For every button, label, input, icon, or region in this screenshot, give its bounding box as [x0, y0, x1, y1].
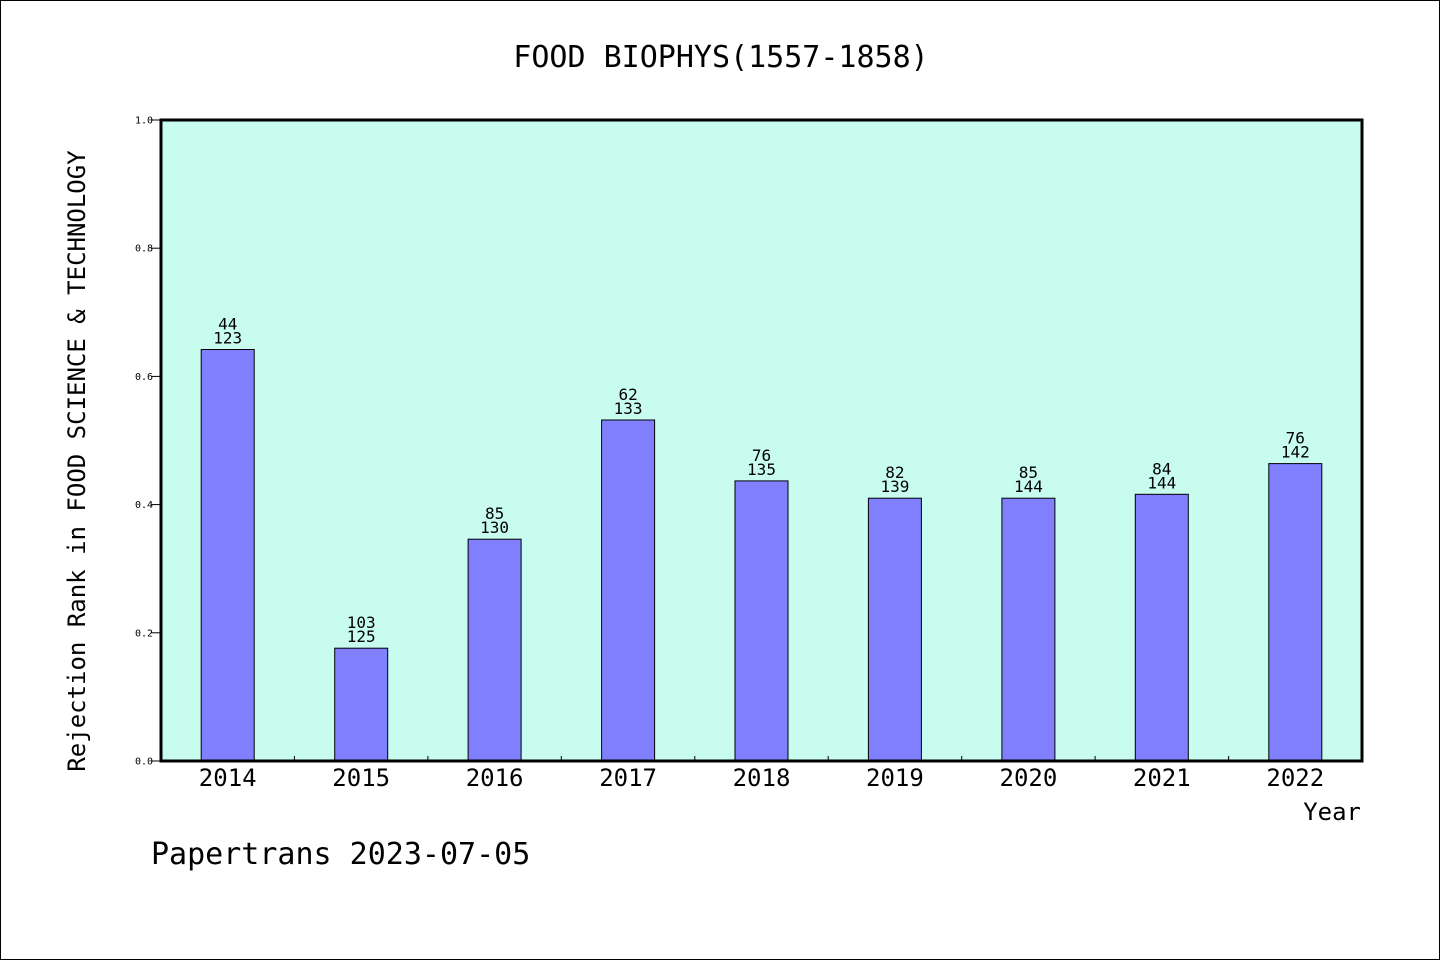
- bar-label-bottom: 133: [614, 399, 643, 418]
- bar-2021: [1134, 493, 1189, 762]
- y-tick-label: 0.8: [135, 244, 153, 255]
- bar-label-bottom: 142: [1281, 443, 1310, 462]
- bar-label-top: 76: [1286, 429, 1305, 448]
- bar-label-top: 76: [752, 446, 771, 465]
- bar-label-top: 82: [885, 463, 904, 482]
- x-tick-label: 2021: [1133, 764, 1191, 792]
- bar-2016: [467, 538, 522, 762]
- chart-title: FOOD BIOPHYS(1557-1858): [513, 40, 928, 75]
- y-tick-label: 0.0: [135, 757, 153, 768]
- x-tick-label: 2018: [733, 764, 791, 792]
- y-tick-label: 0.4: [135, 500, 153, 511]
- bar-label-bottom: 139: [880, 477, 909, 496]
- y-tick-label: 0.6: [135, 372, 153, 383]
- x-tick-label: 2022: [1266, 764, 1324, 792]
- bar-label-bottom: 144: [1147, 473, 1176, 492]
- bar-label-top: 62: [618, 385, 637, 404]
- bar-label-top: 85: [1019, 463, 1038, 482]
- bar-label-top: 103: [347, 613, 376, 632]
- x-axis-ticks: 2014 2015 2016 2017 2018 2019 2020 2021 2022: [199, 756, 1324, 792]
- x-tick-label: 2016: [466, 764, 524, 792]
- y-axis-ticks: 0.0 0.2 0.4 0.6 0.8 1.0: [135, 116, 161, 768]
- bar-label-top: 44: [218, 315, 237, 334]
- footer-credit: Papertrans 2023-07-05: [151, 837, 530, 872]
- x-tick-label: 2014: [199, 764, 257, 792]
- bar-2022: [1268, 463, 1323, 762]
- x-tick-label: 2017: [599, 764, 657, 792]
- x-tick-label: 2019: [866, 764, 924, 792]
- y-tick-label: 1.0: [135, 116, 153, 127]
- bar-label-bottom: 123: [213, 329, 242, 348]
- bar-2019: [867, 497, 922, 762]
- bar-2017: [601, 419, 656, 762]
- y-axis-label: Rejection Rank in FOOD SCIENCE & TECHNOL…: [63, 150, 91, 772]
- bar-label-bottom: 130: [480, 518, 509, 537]
- bar-2015: [334, 647, 389, 762]
- bar-2014: [200, 349, 255, 762]
- bar-series: [200, 349, 1323, 762]
- bar-label-bottom: 135: [747, 460, 776, 479]
- plot-border: [159, 118, 1364, 763]
- bar-label-bottom: 125: [347, 627, 376, 646]
- x-tick-label: 2015: [332, 764, 390, 792]
- x-axis-label: Year: [1303, 798, 1361, 826]
- bar-label-top: 85: [485, 504, 504, 523]
- bar-label-top: 84: [1152, 459, 1171, 478]
- bar-label-bottom: 144: [1014, 477, 1043, 496]
- x-tick-label: 2020: [1000, 764, 1058, 792]
- y-tick-label: 0.2: [135, 628, 153, 639]
- bar-2020: [1001, 497, 1056, 762]
- bar-2018: [734, 480, 789, 762]
